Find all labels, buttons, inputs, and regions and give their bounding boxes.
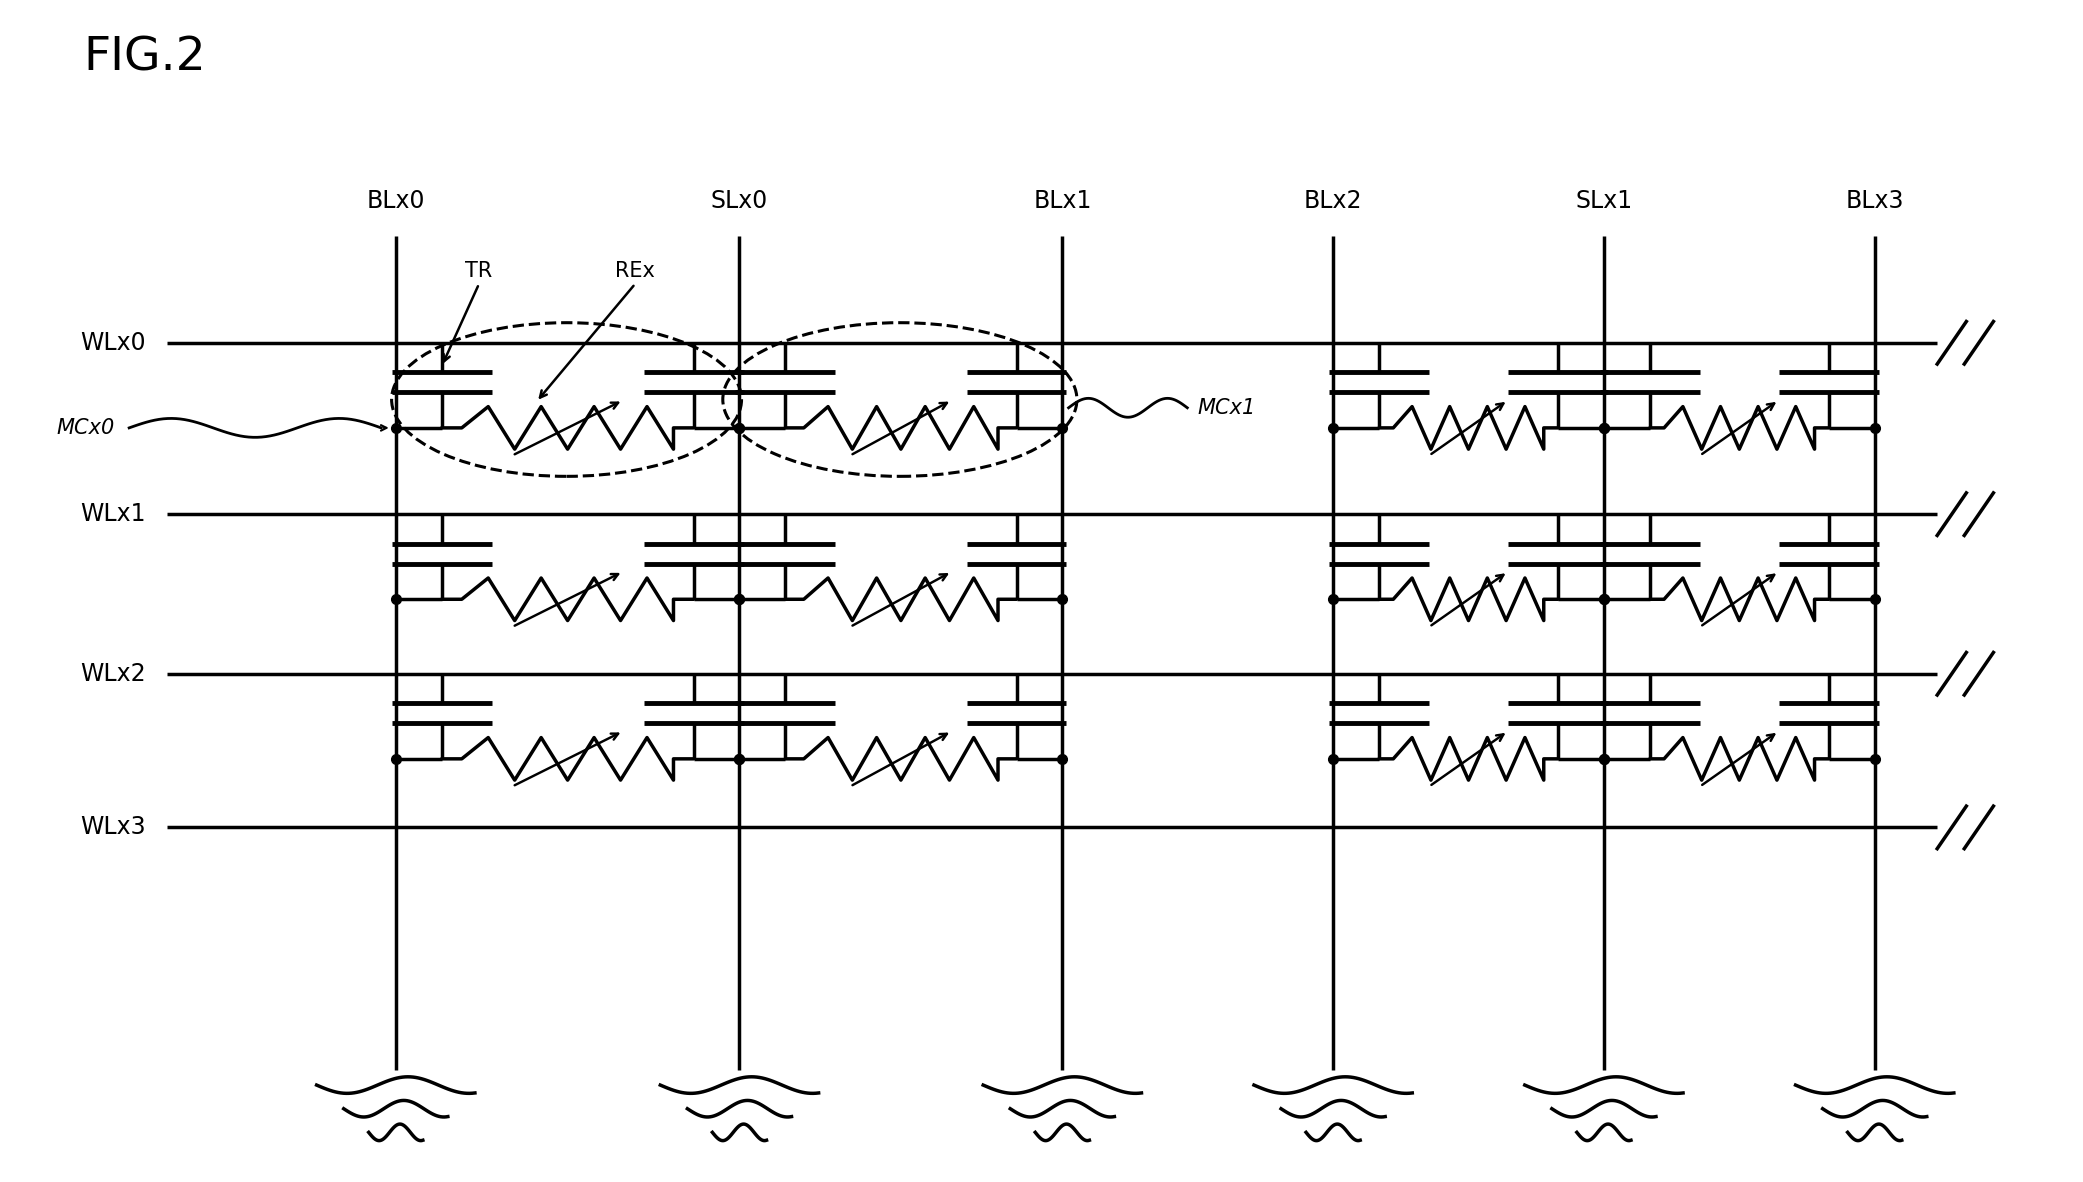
Text: MCx1: MCx1 — [1198, 398, 1256, 417]
Text: SLx1: SLx1 — [1575, 189, 1633, 213]
Text: WLx1: WLx1 — [81, 502, 146, 526]
Text: REx: REx — [614, 261, 656, 281]
Text: MCx0: MCx0 — [56, 418, 115, 437]
Text: FIG.2: FIG.2 — [83, 35, 206, 80]
Text: BLx1: BLx1 — [1033, 189, 1091, 213]
Text: BLx2: BLx2 — [1304, 189, 1362, 213]
Text: WLx0: WLx0 — [79, 331, 146, 355]
Text: SLx0: SLx0 — [710, 189, 769, 213]
Text: WLx2: WLx2 — [79, 662, 146, 686]
Text: BLx3: BLx3 — [1846, 189, 1904, 213]
Text: WLx3: WLx3 — [79, 816, 146, 839]
Text: BLx0: BLx0 — [367, 189, 425, 213]
Text: TR: TR — [465, 261, 494, 281]
